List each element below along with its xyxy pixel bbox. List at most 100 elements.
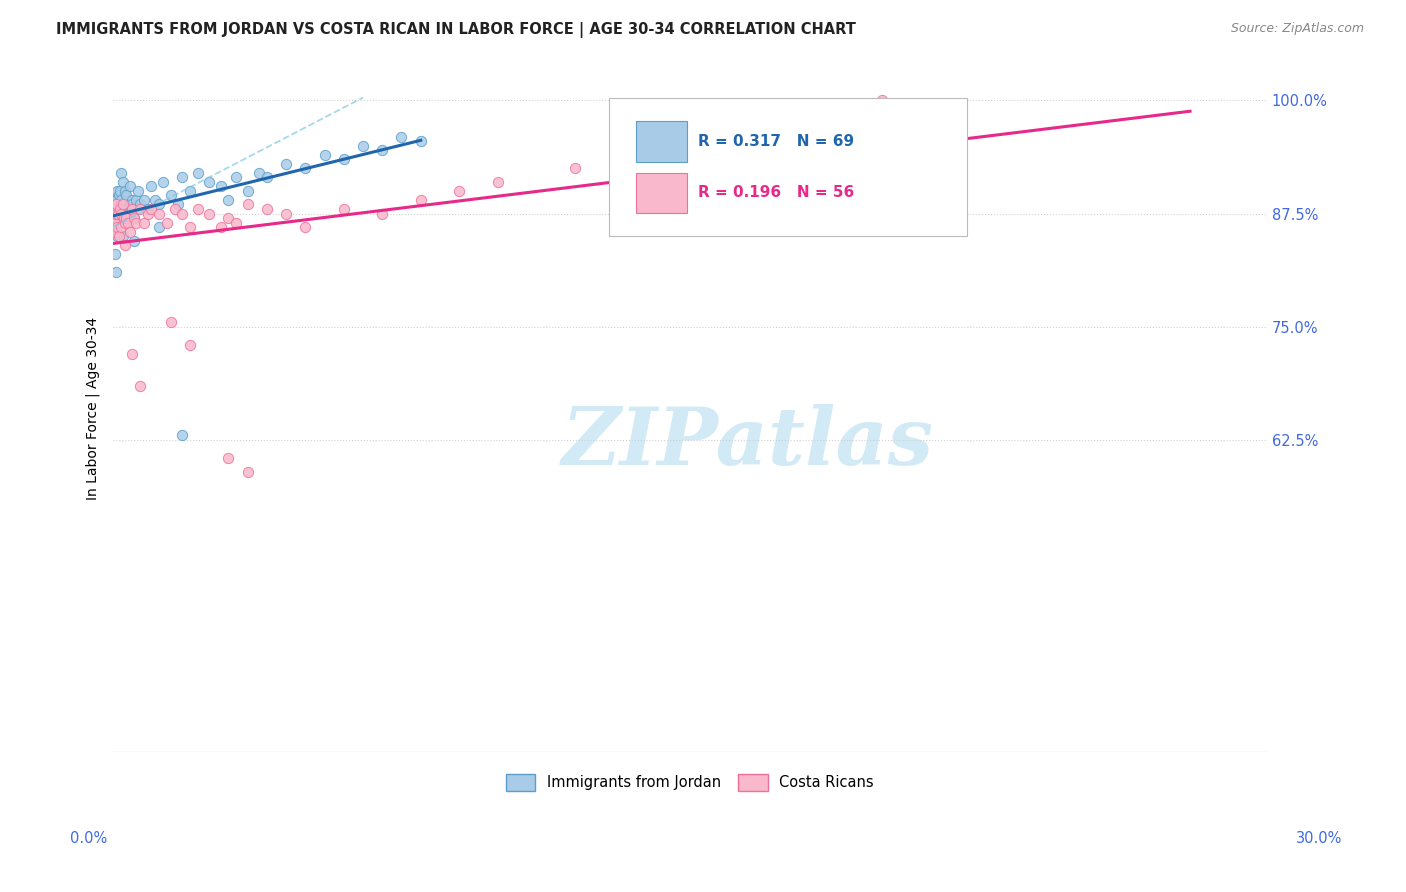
Point [108,184,131,198]
Point [198,206,221,220]
Point [209,179,232,194]
Point [187,202,209,216]
Point [111,197,134,211]
Point [717,129,740,144]
Point [105,202,128,216]
Point [172,428,194,442]
Point [236,197,259,211]
Point [115,211,138,225]
FancyBboxPatch shape [636,173,686,213]
Point [104,220,127,235]
Point [564,161,586,176]
Point [391,129,413,144]
Point [294,220,316,235]
Y-axis label: In Labor Force | Age 30-34: In Labor Force | Age 30-34 [86,317,100,500]
Point [129,378,152,392]
Point [104,206,127,220]
Point [107,206,129,220]
Point [107,206,129,220]
Point [352,138,374,153]
Point [486,175,509,189]
Point [371,143,394,157]
Text: R = 0.196   N = 56: R = 0.196 N = 56 [697,186,855,201]
Point [148,220,170,235]
Point [256,170,278,185]
Point [110,197,132,211]
Point [136,206,159,220]
Point [409,134,432,148]
Legend: Immigrants from Jordan, Costa Ricans: Immigrants from Jordan, Costa Ricans [501,768,880,797]
Point [108,202,131,216]
Point [114,238,136,252]
Point [129,197,152,211]
Point [141,202,163,216]
Point [143,193,166,207]
Point [105,193,128,207]
Point [122,211,145,225]
Text: R = 0.317   N = 69: R = 0.317 N = 69 [697,134,855,149]
Point [141,179,163,194]
Point [156,216,179,230]
Point [167,197,190,211]
Point [152,175,174,189]
Point [103,211,125,225]
Point [163,202,186,216]
Point [105,197,128,211]
Point [114,216,136,230]
Point [159,315,181,329]
Point [121,347,143,361]
Point [121,193,143,207]
Point [105,184,128,198]
Point [122,234,145,248]
Point [110,166,132,180]
Point [117,206,139,220]
Point [209,220,232,235]
Point [198,175,221,189]
Point [247,166,270,180]
Point [127,184,149,198]
Point [110,220,132,235]
Point [120,225,142,239]
Point [105,229,128,244]
Point [103,202,125,216]
Point [104,216,127,230]
Point [112,206,135,220]
Point [225,216,247,230]
Point [114,184,136,198]
Point [115,188,138,202]
Point [187,166,209,180]
Point [872,93,894,107]
Point [172,206,194,220]
FancyBboxPatch shape [636,121,686,161]
Point [409,193,432,207]
Point [107,202,129,216]
Point [103,225,125,239]
Point [104,206,127,220]
Point [111,175,134,189]
Point [122,211,145,225]
Point [125,216,148,230]
Point [107,229,129,244]
Point [121,202,143,216]
Point [110,193,132,207]
Point [132,216,155,230]
Text: 0.0%: 0.0% [70,831,107,846]
Point [103,220,125,235]
Point [179,184,201,198]
Point [103,216,125,230]
Point [294,161,316,176]
Point [107,188,129,202]
Point [148,197,170,211]
Point [121,197,143,211]
Point [172,170,194,185]
Point [159,188,181,202]
Point [148,206,170,220]
Point [117,202,139,216]
FancyBboxPatch shape [609,98,967,236]
Point [449,184,471,198]
Point [236,465,259,479]
Point [107,216,129,230]
Text: 30.0%: 30.0% [1296,831,1341,846]
Point [104,265,127,279]
Point [132,193,155,207]
